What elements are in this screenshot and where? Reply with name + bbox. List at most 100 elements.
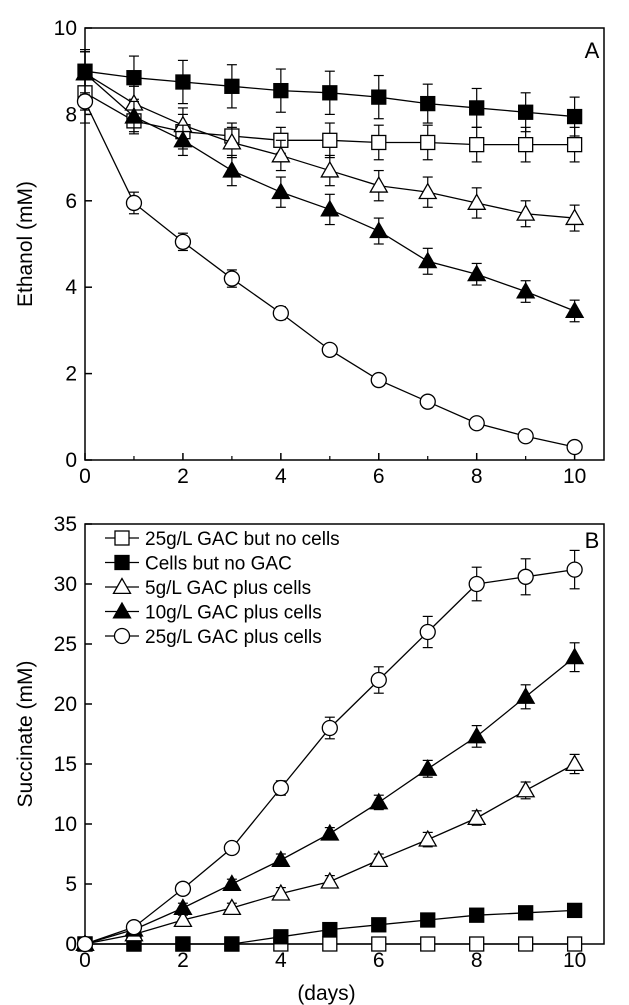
data-point [565, 647, 585, 665]
series-10g-l-gac-plus-cells [75, 51, 585, 323]
data-point [518, 936, 534, 952]
data-point [322, 921, 338, 938]
data-point [369, 792, 389, 810]
data-point [371, 134, 387, 151]
legend-entry: 25g/L GAC but no cells [145, 529, 340, 550]
data-point [271, 850, 291, 868]
y-tick-label: 10 [54, 17, 77, 40]
data-point [469, 100, 485, 116]
data-point [369, 850, 389, 868]
series-25g-l-gac-plus-cells [76, 79, 583, 456]
series-10g-l-gac-plus-cells [75, 642, 585, 952]
x-tick-label: 6 [373, 949, 385, 972]
data-point [516, 686, 536, 704]
data-point [321, 719, 338, 737]
data-point [223, 270, 241, 287]
data-point [420, 912, 436, 928]
data-point [420, 134, 436, 151]
data-point [418, 182, 438, 200]
x-tick-label: 10 [563, 949, 586, 972]
data-point [320, 199, 340, 217]
data-point [467, 264, 487, 282]
data-point [469, 936, 485, 952]
legend-entry: 5g/L GAC plus cells [145, 578, 311, 599]
data-point [420, 95, 436, 112]
panel-letter: A [585, 38, 600, 63]
data-point [320, 871, 340, 889]
x-tick-label: 4 [275, 465, 287, 488]
data-point [371, 936, 387, 952]
y-axis-label: Ethanol (mM) [14, 181, 37, 307]
data-point [272, 304, 289, 322]
y-tick-label: 0 [65, 449, 77, 472]
data-point [222, 898, 242, 916]
y-tick-label: 2 [65, 363, 77, 386]
data-point [418, 758, 438, 776]
data-point [322, 85, 338, 101]
legend-marker [114, 554, 130, 571]
data-point [175, 74, 191, 90]
data-point [516, 281, 536, 299]
data-point [468, 575, 485, 593]
data-point [518, 136, 534, 153]
legend: 25g/L GAC but no cells Cells but no GAC 5g… [105, 529, 340, 648]
y-tick-label: 5 [65, 873, 77, 896]
panel-letter: B [585, 528, 600, 553]
data-point [566, 136, 583, 153]
data-point [321, 341, 338, 358]
data-point [419, 393, 436, 410]
data-point [469, 907, 485, 923]
chart-panel-a: 0 2 4 6 8 10 0 2 4 6 8 10 Ethanol (mM) A [14, 17, 605, 488]
data-point [76, 935, 94, 953]
data-point [124, 106, 144, 124]
data-point [126, 70, 142, 86]
series-25g-l-gac-plus-cells [76, 549, 583, 953]
data-point [369, 175, 389, 193]
data-point [566, 561, 583, 578]
y-tick-label: 8 [65, 103, 77, 126]
series-line [84, 763, 575, 945]
data-point [369, 221, 389, 239]
legend-entry: Cells but no GAC [145, 554, 292, 575]
data-point [322, 936, 338, 952]
data-point [566, 108, 583, 125]
x-tick-label: 10 [563, 465, 586, 488]
data-point [517, 428, 534, 445]
legend-marker [113, 627, 131, 645]
data-point [320, 823, 340, 841]
data-point [565, 754, 585, 772]
data-point [175, 936, 191, 952]
data-point [467, 808, 487, 826]
data-point [222, 874, 242, 892]
data-point [125, 194, 143, 212]
data-point [370, 671, 387, 689]
data-point [566, 936, 583, 952]
data-point [224, 78, 240, 94]
data-point [174, 880, 192, 897]
data-point [271, 182, 291, 200]
x-tick-label: 8 [471, 949, 483, 972]
x-tick-label: 6 [373, 465, 385, 488]
data-point [469, 136, 485, 153]
x-tick-label: 0 [79, 949, 91, 972]
data-point [419, 623, 436, 641]
data-point [516, 203, 536, 221]
x-tick-label: 2 [177, 949, 189, 972]
data-point [125, 919, 143, 936]
data-point [467, 193, 487, 210]
y-tick-label: 35 [54, 513, 77, 536]
data-point [223, 839, 241, 857]
data-point [566, 438, 583, 456]
data-point [370, 371, 387, 389]
x-tick-label: 2 [177, 465, 189, 488]
data-point [273, 929, 289, 945]
data-point [222, 160, 242, 178]
data-point [565, 301, 585, 318]
data-point [271, 883, 291, 901]
y-tick-label: 30 [54, 573, 77, 596]
legend-marker [112, 577, 132, 595]
legend-entry: 10g/L GAC plus cells [145, 603, 322, 624]
data-point [418, 829, 438, 847]
data-point [224, 936, 240, 952]
